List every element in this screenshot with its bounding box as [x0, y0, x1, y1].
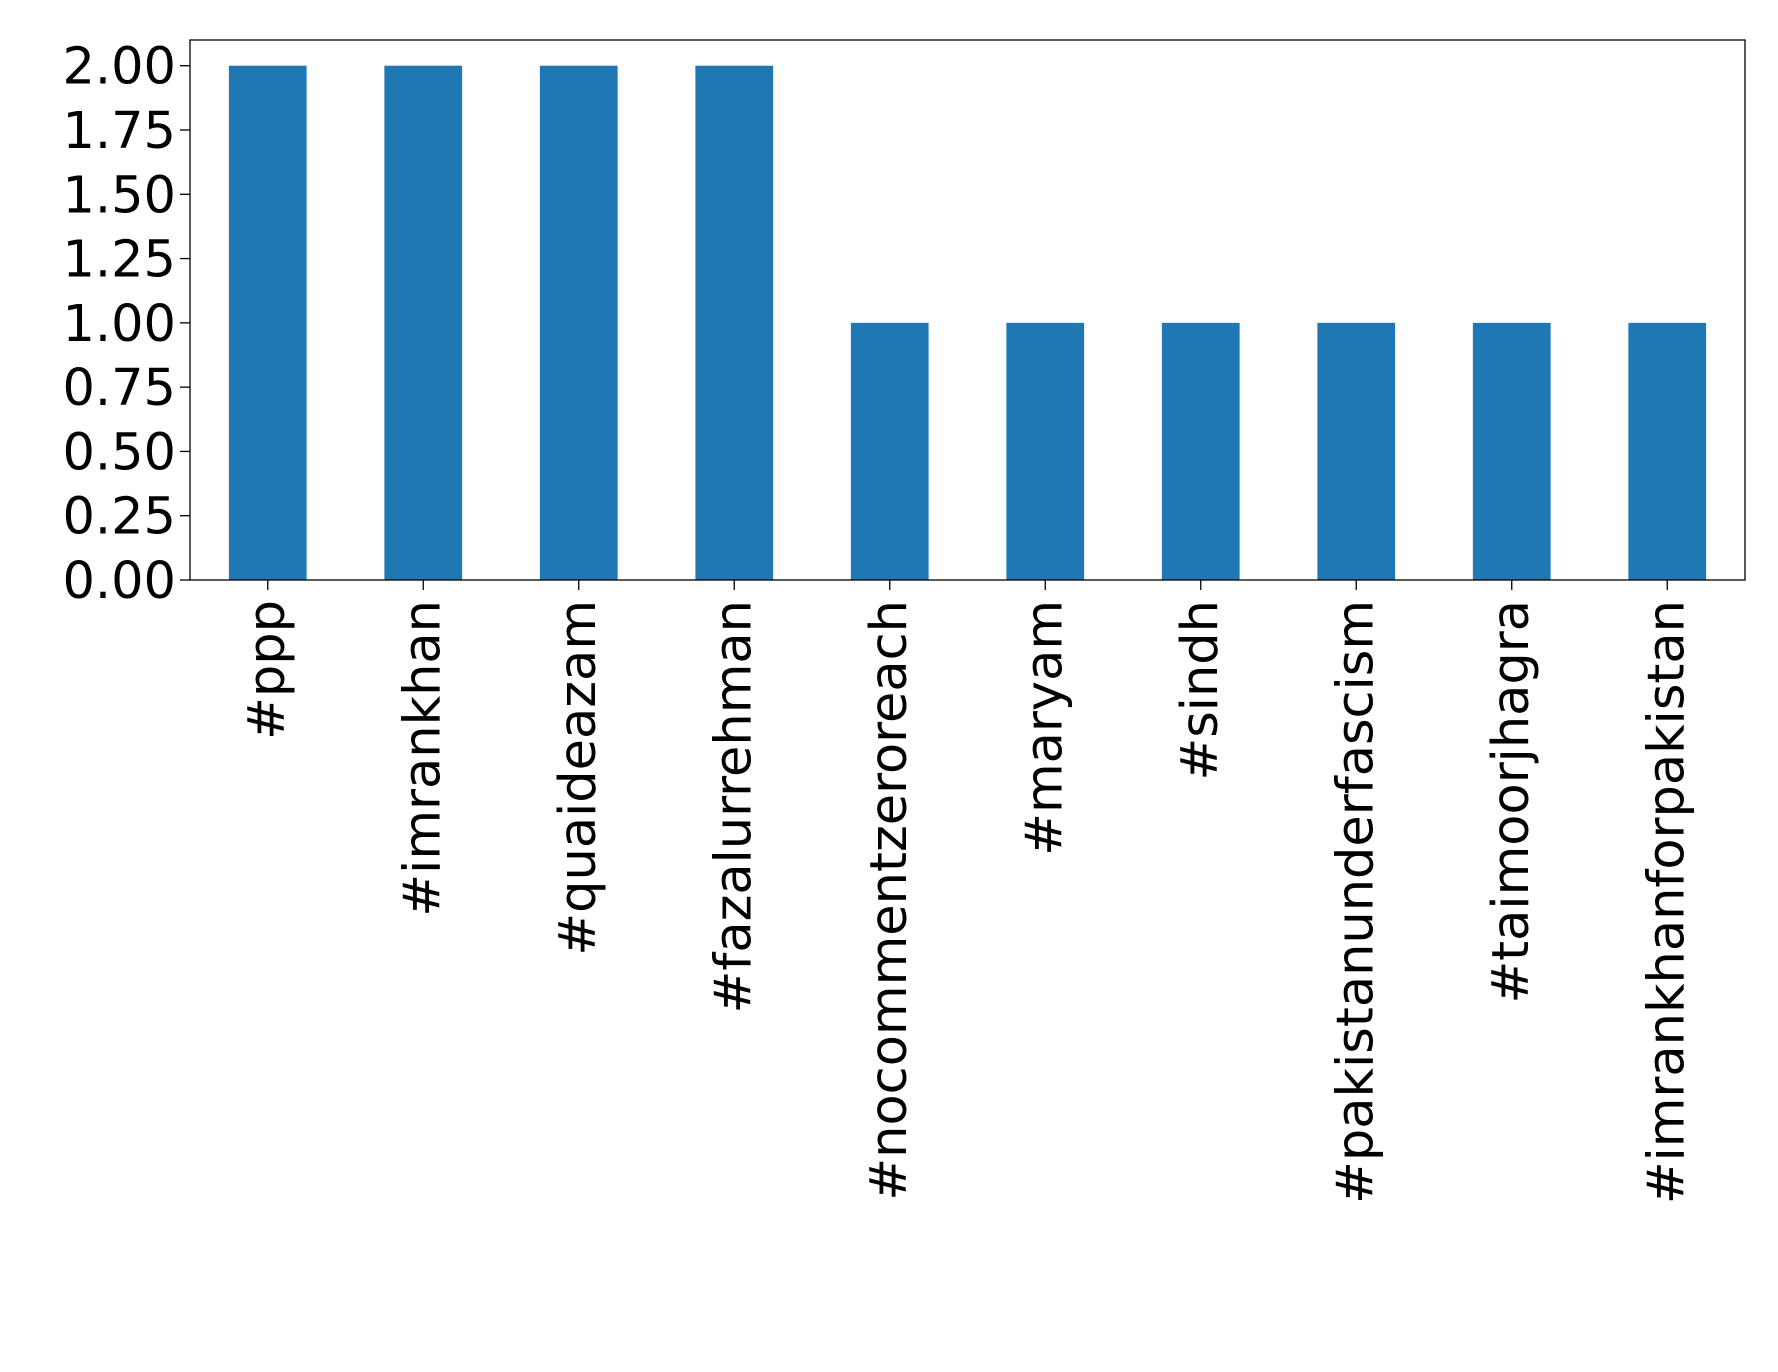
bar-quaideazam	[539, 65, 618, 580]
x-tick-label: #taimoorjhagra	[1482, 600, 1541, 1004]
x-tick-label: #quaideazam	[549, 600, 608, 956]
y-tick-label: 1.25	[62, 231, 176, 290]
y-tick-label: 1.75	[62, 102, 176, 161]
x-tick-label: #maryam	[1015, 600, 1074, 856]
x-tick-label: #sindh	[1171, 600, 1230, 781]
bar-imrankhan	[384, 65, 463, 580]
bars-layer	[228, 65, 1707, 580]
bar-imrankhanforpakistan	[1628, 322, 1707, 580]
y-tick-label: 2.00	[62, 38, 176, 97]
y-tick-label: 0.75	[62, 359, 176, 418]
y-tick-label: 1.50	[62, 166, 176, 225]
bar-maryam	[1006, 322, 1085, 580]
x-tick-label: #nocommentzeroreach	[860, 600, 919, 1201]
x-tick-label: #ppp	[238, 600, 297, 740]
bar-sindh	[1161, 322, 1240, 580]
x-tick-label: #fazalurrehman	[704, 600, 763, 1013]
bar-ppp	[228, 65, 307, 580]
x-tick-label: #imrankhanforpakistan	[1637, 600, 1696, 1204]
bar-fazalurrehman	[695, 65, 774, 580]
bar-nocommentzeroreach	[850, 322, 929, 580]
x-axis: #ppp #imrankhan #quaideazam #fazalurrehman #…	[238, 580, 1696, 1204]
plot-frame	[189, 39, 1746, 581]
bar-pakistanunderfascism	[1317, 322, 1396, 580]
x-tick-label: #imrankhan	[393, 600, 452, 917]
y-tick-label: 0.00	[62, 552, 176, 611]
y-axis: 0.000.25 0.500.751.001.25 1.501.752.00	[62, 38, 190, 611]
y-tick-label: 1.00	[62, 295, 176, 354]
y-tick-label: 0.50	[62, 423, 176, 482]
bar-taimoorjhagra	[1472, 322, 1551, 580]
x-tick-label: #pakistanunderfascism	[1326, 600, 1385, 1204]
y-tick-label: 0.25	[62, 488, 176, 547]
